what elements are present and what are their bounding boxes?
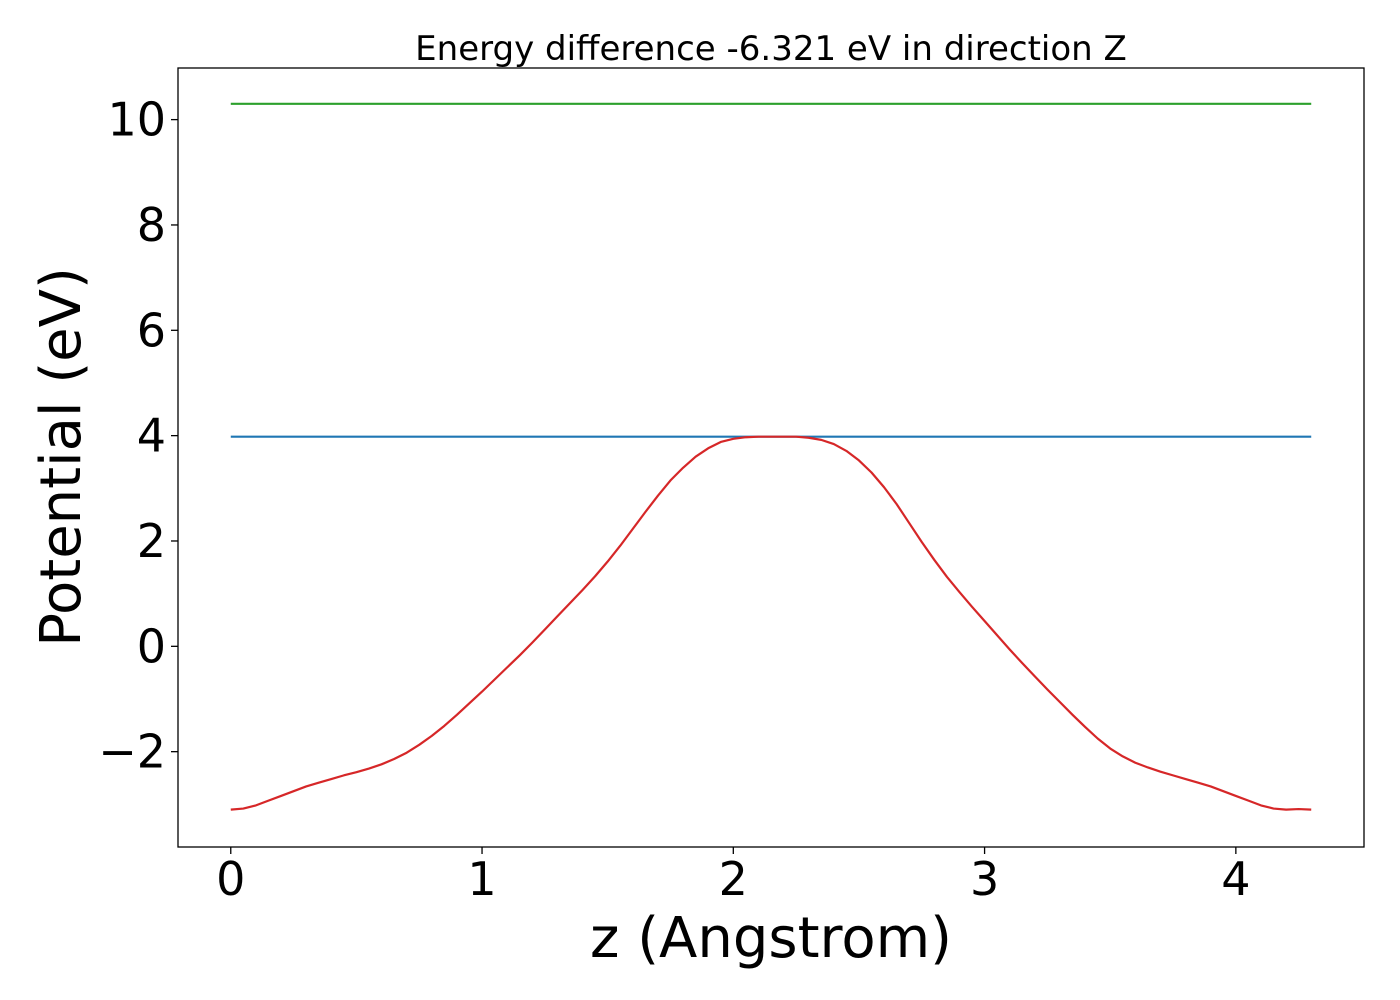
y-axis: −2 0 2 4 6 8 10 — [98, 93, 178, 779]
y-tick-label: 2 — [137, 514, 166, 568]
x-tick-label: 4 — [1221, 852, 1250, 906]
x-tick-label: 3 — [970, 852, 999, 906]
y-tick-label: 6 — [137, 303, 166, 357]
y-axis-label: Potential (eV) — [29, 267, 94, 647]
y-tick-label: 4 — [137, 409, 166, 463]
x-axis: 0 1 2 3 4 — [216, 847, 1250, 906]
axes-frame — [177, 67, 1365, 848]
y-tick-label: −2 — [98, 725, 166, 779]
x-tick-label: 0 — [216, 852, 245, 906]
x-axis-label: z (Angstrom) — [590, 906, 952, 971]
y-tick-label: 10 — [107, 93, 166, 147]
y-tick-label: 8 — [137, 198, 166, 252]
chart-title: Energy difference -6.321 eV in direction… — [415, 29, 1127, 69]
series-line-3 — [230, 435, 1312, 811]
x-tick-label: 2 — [719, 852, 748, 906]
x-tick-label: 1 — [467, 852, 496, 906]
plot-area — [230, 102, 1312, 811]
y-tick-label: 0 — [137, 619, 166, 673]
